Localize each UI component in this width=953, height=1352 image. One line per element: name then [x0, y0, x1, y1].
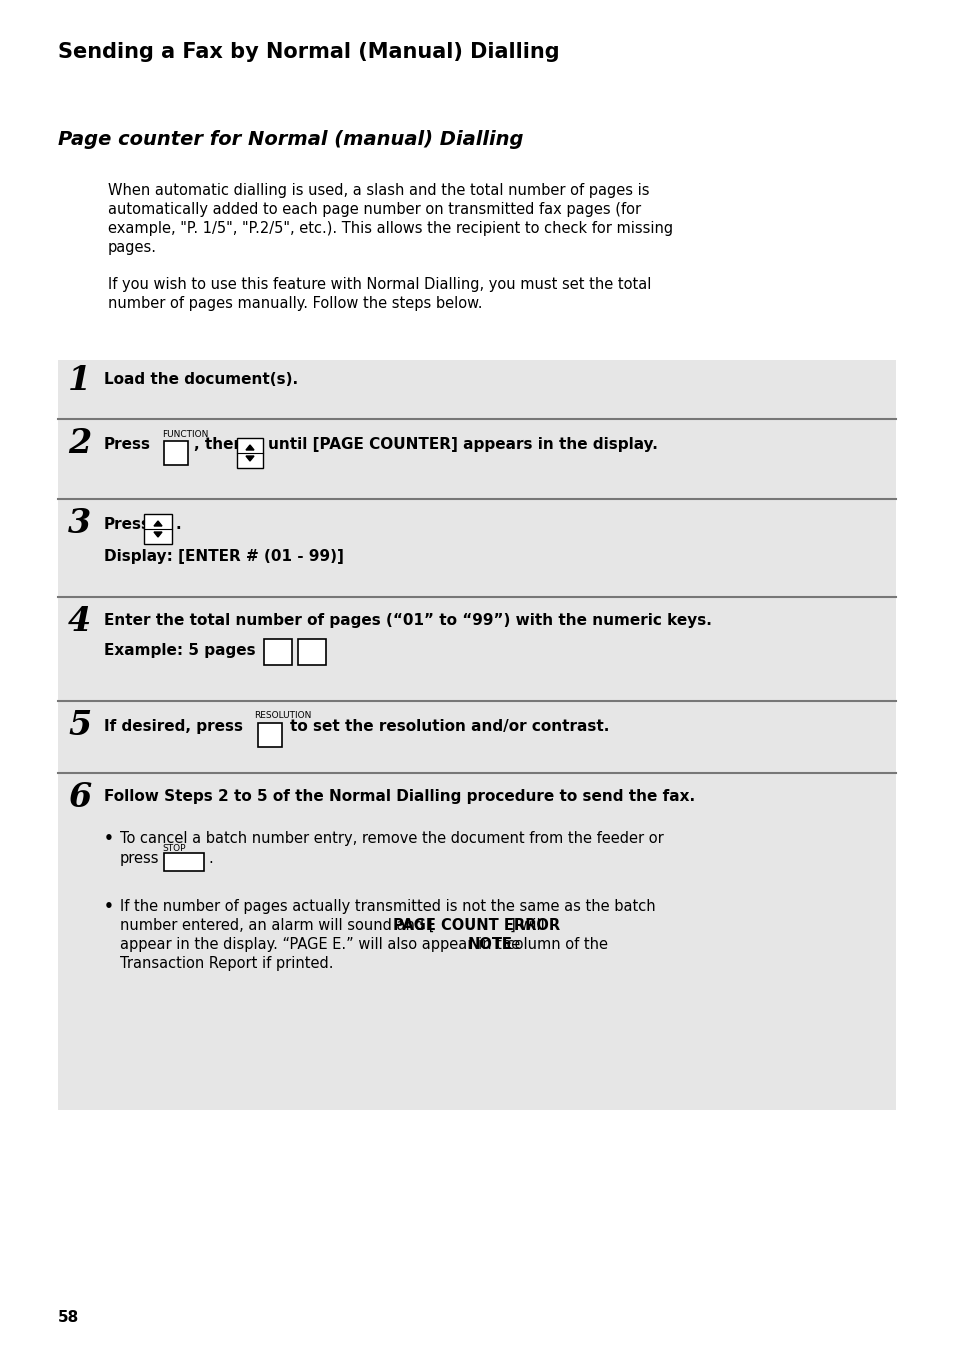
Text: Sending a Fax by Normal (Manual) Dialling: Sending a Fax by Normal (Manual) Diallin…: [58, 42, 559, 62]
Text: Press: Press: [104, 437, 151, 452]
Text: press: press: [120, 850, 159, 867]
Text: FUNCTION: FUNCTION: [162, 430, 208, 439]
Text: Follow Steps 2 to 5 of the Normal Dialling procedure to send the fax.: Follow Steps 2 to 5 of the Normal Dialli…: [104, 790, 695, 804]
Text: If you wish to use this feature with Normal Dialling, you must set the total: If you wish to use this feature with Nor…: [108, 277, 651, 292]
Text: Enter the total number of pages (“01” to “99”) with the numeric keys.: Enter the total number of pages (“01” to…: [104, 612, 711, 627]
Text: appear in the display. “PAGE E.” will also appear in the: appear in the display. “PAGE E.” will al…: [120, 937, 524, 952]
Text: •: •: [104, 831, 113, 846]
Text: 4: 4: [68, 604, 91, 638]
Text: 3: 3: [68, 507, 91, 539]
Text: pages.: pages.: [108, 241, 157, 256]
Text: When automatic dialling is used, a slash and the total number of pages is: When automatic dialling is used, a slash…: [108, 183, 649, 197]
Text: Transaction Report if printed.: Transaction Report if printed.: [120, 956, 334, 971]
Text: .: .: [175, 516, 181, 531]
Text: 5: 5: [68, 708, 91, 742]
Text: ] will: ] will: [510, 918, 544, 933]
Text: 1: 1: [68, 364, 91, 397]
Text: .: .: [208, 850, 213, 867]
Text: 2: 2: [68, 427, 91, 460]
Text: example, "P. 1/5", "P.2/5", etc.). This allows the recipient to check for missin: example, "P. 1/5", "P.2/5", etc.). This …: [108, 220, 673, 237]
Text: column of the: column of the: [501, 937, 607, 952]
Text: until [PAGE COUNTER] appears in the display.: until [PAGE COUNTER] appears in the disp…: [268, 437, 658, 452]
Bar: [164, 441, 188, 465]
Text: Example: 5 pages: Example: 5 pages: [104, 644, 255, 658]
Text: 6: 6: [68, 781, 91, 814]
Text: Press: Press: [104, 516, 151, 531]
Bar: [297, 639, 326, 665]
Bar: [144, 514, 172, 544]
Polygon shape: [153, 531, 162, 537]
Text: 5: 5: [306, 645, 317, 660]
Polygon shape: [153, 521, 162, 526]
Text: Display: [ENTER # (01 - 99)]: Display: [ENTER # (01 - 99)]: [104, 549, 343, 564]
Text: 58: 58: [58, 1310, 79, 1325]
Bar: [257, 723, 282, 748]
Text: If desired, press: If desired, press: [104, 719, 243, 734]
Text: number entered, an alarm will sound and [: number entered, an alarm will sound and …: [120, 918, 434, 933]
Text: If the number of pages actually transmitted is not the same as the batch: If the number of pages actually transmit…: [120, 899, 655, 914]
Bar: [58, 360, 895, 1110]
Text: To cancel a batch number entry, remove the document from the feeder or: To cancel a batch number entry, remove t…: [120, 831, 663, 846]
Bar: [264, 639, 292, 665]
Text: 0: 0: [273, 645, 283, 660]
Bar: [236, 438, 263, 468]
Text: to set the resolution and/or contrast.: to set the resolution and/or contrast.: [290, 719, 609, 734]
Text: RESOLUTION: RESOLUTION: [253, 711, 311, 721]
Polygon shape: [246, 456, 253, 461]
Text: automatically added to each page number on transmitted fax pages (for: automatically added to each page number …: [108, 201, 640, 218]
Polygon shape: [246, 445, 253, 450]
Text: Page counter for Normal (manual) Dialling: Page counter for Normal (manual) Diallin…: [58, 130, 523, 149]
Text: •: •: [104, 899, 113, 914]
Text: NOTE: NOTE: [468, 937, 513, 952]
Bar: [164, 853, 204, 871]
Text: number of pages manually. Follow the steps below.: number of pages manually. Follow the ste…: [108, 296, 482, 311]
Text: PAGE COUNT ERROR: PAGE COUNT ERROR: [393, 918, 559, 933]
Text: STOP: STOP: [162, 844, 185, 853]
Text: , then: , then: [193, 437, 244, 452]
Text: Load the document(s).: Load the document(s).: [104, 372, 297, 387]
